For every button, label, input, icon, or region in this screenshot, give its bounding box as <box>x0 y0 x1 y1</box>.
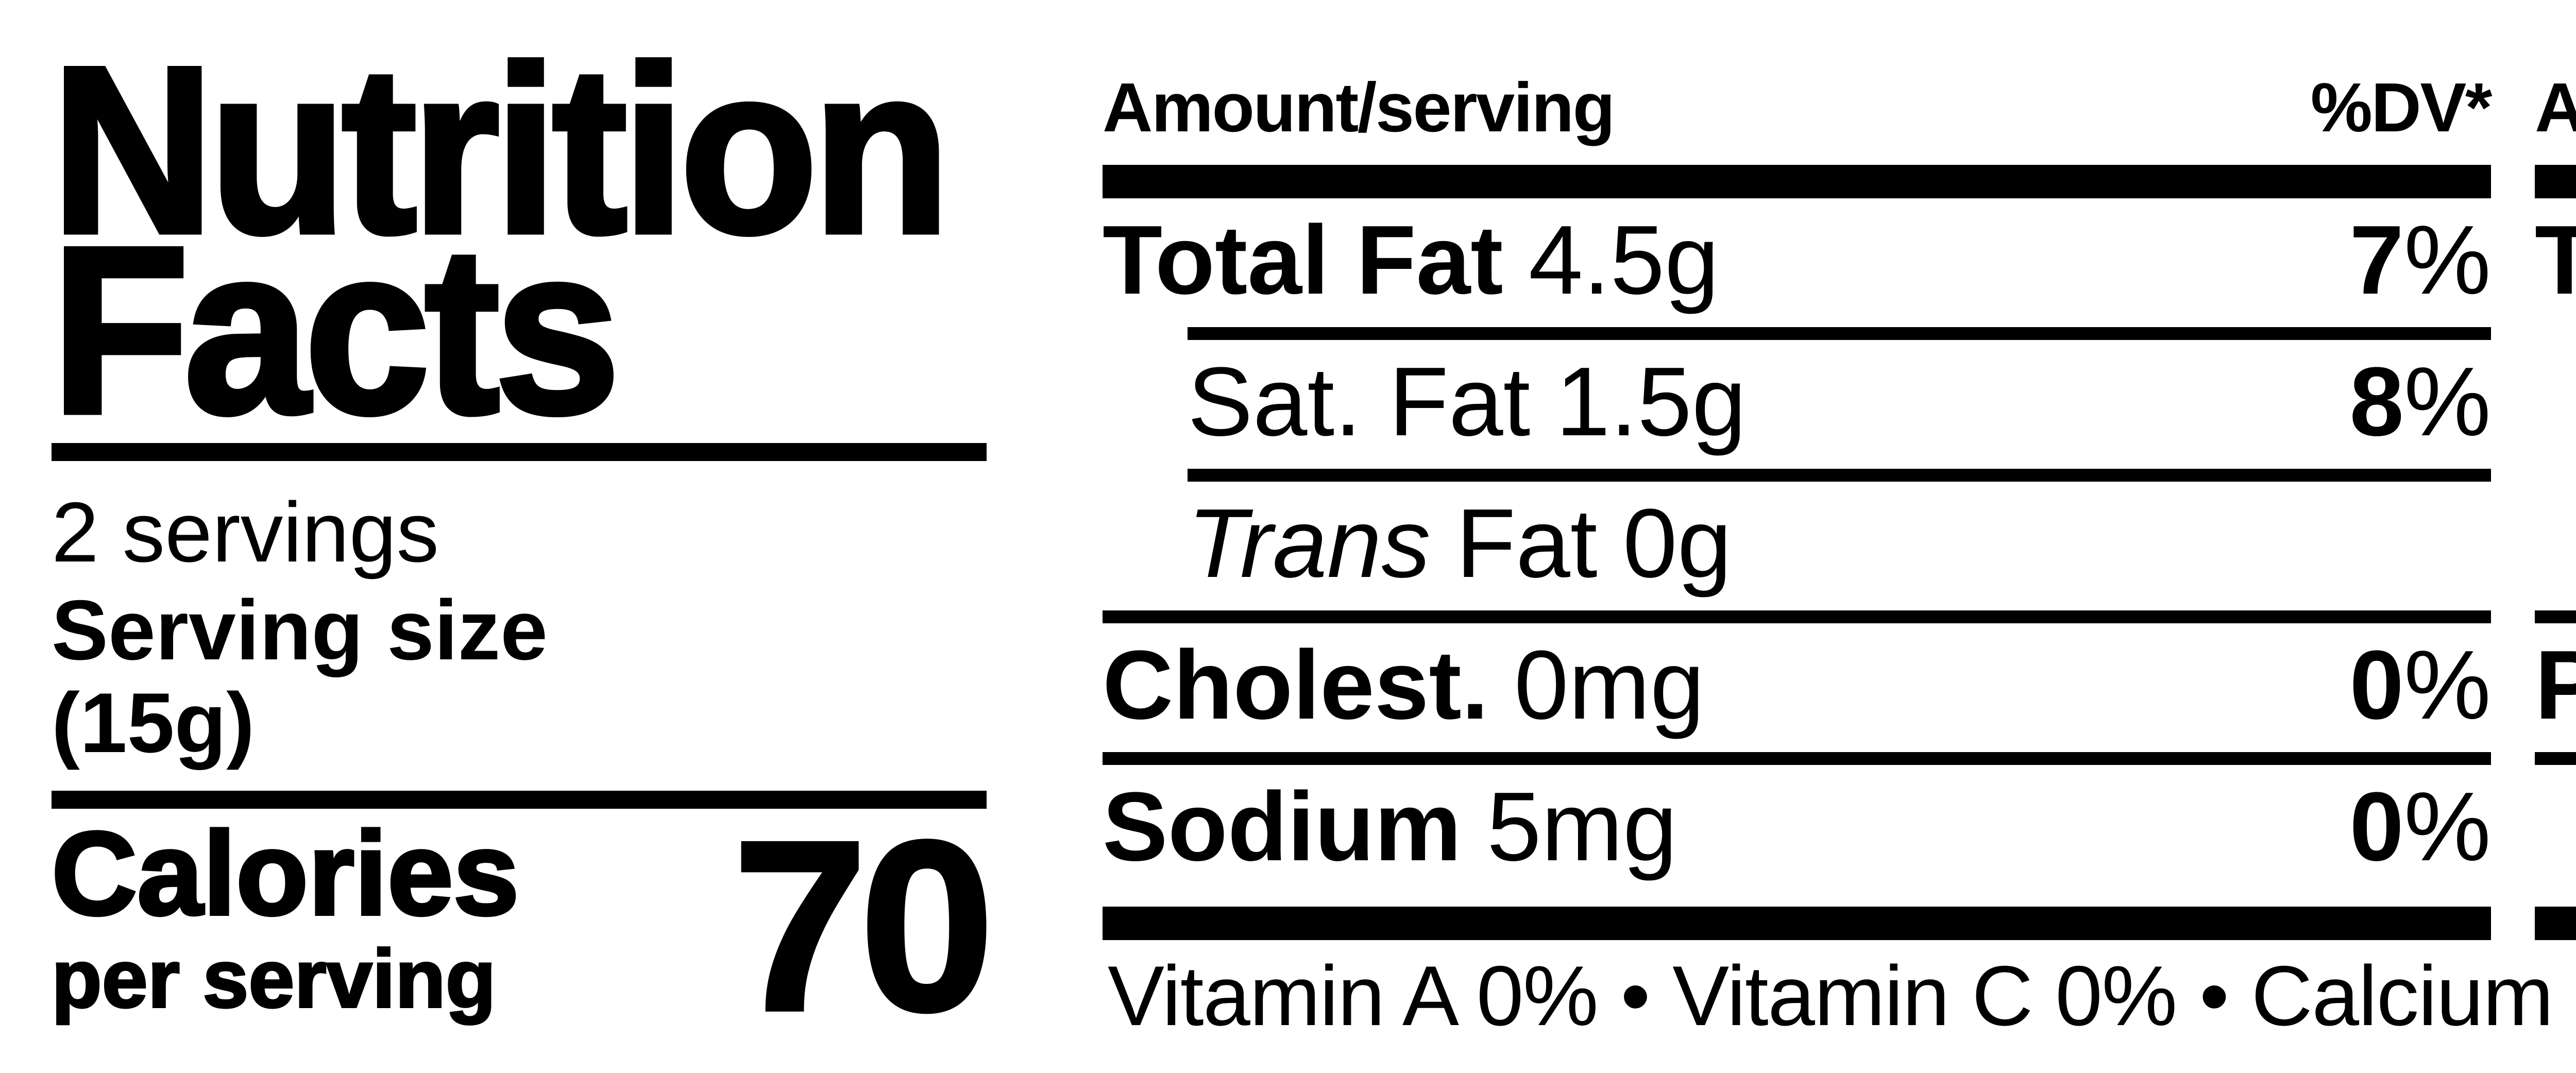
nutrient-name: Sat. Fat <box>1188 349 1531 457</box>
nutrient-amount: 0g <box>1622 490 1732 599</box>
dv-percent-sign: % <box>2404 207 2491 316</box>
row-total-carb: Total Carb. 7g 2% <box>2535 198 2576 327</box>
dv-percent-sign: % <box>2404 632 2491 741</box>
nutrient-name: Fat <box>1456 490 1598 599</box>
divider-thick-top <box>1103 165 2491 198</box>
nutrient-name-italic: Trans <box>1188 490 1431 599</box>
nutrient-name: Sodium <box>1103 774 1462 882</box>
nutrient-amount: 5mg <box>1487 774 1677 882</box>
dv-value: 0 <box>2349 774 2404 882</box>
servings-count: 2 servings <box>52 484 439 580</box>
divider-hairline <box>1103 752 2491 765</box>
divider-hairline <box>1103 610 2491 623</box>
header-amount-serving: Amount/serving <box>2535 70 2576 149</box>
dv-value: 0 <box>2349 632 2404 741</box>
nutrient-amount: 4.5g <box>1528 207 1719 316</box>
dv-percent-sign: % <box>2404 774 2491 882</box>
header-amount-serving: Amount/serving <box>1103 70 1615 147</box>
dv-value: 8 <box>2349 349 2404 457</box>
nutrient-amount: 0mg <box>1514 632 1705 741</box>
micronutrients-line: Vitamin A 0% • Vitamin C 0% • Calcium 2%… <box>1108 948 2576 1043</box>
empty-row-spacer <box>2535 765 2576 894</box>
divider-thick-bottom <box>1103 907 2491 940</box>
title-line-1: Nutrition <box>49 21 953 283</box>
column-header-right: Amount/serving %DV* <box>2535 0 2576 165</box>
serving-size-value: (15g) <box>52 675 255 770</box>
divider-hairline <box>1188 327 2491 340</box>
column-header-left: Amount/serving %DV* <box>1103 0 2493 165</box>
row-sodium: Sodium 5mg 0% <box>1103 765 2491 894</box>
row-sat-fat: Sat. Fat 1.5g 8% <box>1103 340 2491 469</box>
nutrient-name: Total Fat <box>1103 207 1503 316</box>
left-divider-bottom <box>52 791 987 809</box>
header-percent-dv: %DV* <box>2310 70 2493 147</box>
divider-hairline <box>2535 610 2576 623</box>
serving-size-label: Serving size <box>52 582 548 677</box>
row-fiber: Fiber 1g 4% <box>2535 340 2576 469</box>
row-cholesterol: Cholest. 0mg 0% <box>1103 623 2491 752</box>
divider-hairline <box>1188 469 2491 482</box>
row-protein: Protein 2g 4% <box>2535 623 2576 752</box>
left-divider-top <box>52 443 987 461</box>
nutrient-column-left: Amount/serving %DV* Total Fat 4.5g 7% Sa… <box>1103 0 2493 940</box>
divider-thick-top <box>2535 165 2576 198</box>
nutrient-name: Protein <box>2535 633 2576 743</box>
calories-value: 70 <box>731 791 996 1061</box>
nutrient-amount: 1.5g <box>1555 349 1747 457</box>
row-total-fat: Total Fat 4.5g 7% <box>1103 198 2491 327</box>
divider-thick-bottom <box>2535 907 2576 940</box>
title-line-2: Facts <box>49 201 623 464</box>
calories-label: Calories <box>50 806 521 940</box>
row-sugars: Sugars 5g <box>2535 482 2576 610</box>
calories-sublabel: per serving <box>50 932 497 1025</box>
nutrient-column-right: Amount/serving %DV* Total Carb. 7g 2% Fi… <box>2535 0 2576 940</box>
dv-value: 7 <box>2349 207 2404 316</box>
divider-hairline <box>2535 752 2576 765</box>
row-trans-fat: Trans Fat 0g <box>1103 482 2491 610</box>
nutrient-name: Cholest. <box>1103 632 1489 741</box>
label-title: Nutrition Facts <box>49 21 953 464</box>
nutrient-name: Total Carb. <box>2535 208 2576 318</box>
dv-percent-sign: % <box>2404 349 2491 457</box>
